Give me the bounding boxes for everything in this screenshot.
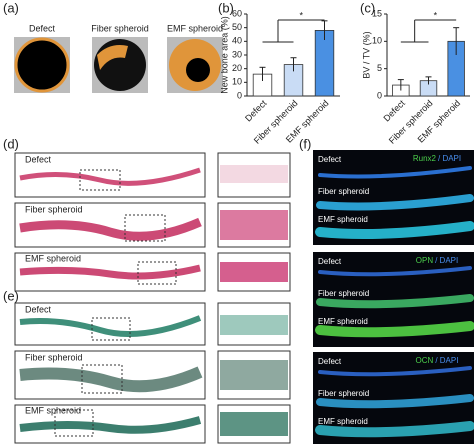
y-tick-label: 40 [232, 36, 242, 46]
panel-label: (c) [360, 0, 375, 15]
row-label: EMF spheroid [25, 253, 81, 263]
stain-label: Runx2/ DAPI [413, 154, 461, 163]
row-label: Fiber spheroid [318, 389, 369, 398]
ct-images [14, 37, 223, 93]
group-label: Defect [29, 23, 56, 33]
row-label: Defect [25, 304, 52, 314]
x-tick-label: Defect [381, 98, 407, 124]
y-axis-label: BV / TV (%) [361, 31, 371, 78]
y-axis-label: New bone area (%) [219, 16, 229, 94]
x-tick-label: Defect [243, 98, 269, 124]
group-label: EMF spheroid [167, 23, 223, 33]
row-label: Fiber spheroid [318, 187, 369, 196]
bar [314, 29, 335, 97]
panel-label: (d) [3, 136, 19, 151]
row-label: Defect [318, 257, 342, 266]
y-tick-label: 15 [372, 8, 382, 18]
panel-label: (e) [3, 288, 19, 303]
y-tick-label: 10 [232, 77, 242, 87]
y-tick-label: 0 [237, 90, 242, 100]
y-tick-label: 20 [232, 63, 242, 73]
charts: (b)New bone area (%)0102030405060DefectF… [218, 0, 470, 146]
y-tick-label: 0 [377, 90, 382, 100]
stain-name: Runx2 [413, 154, 437, 163]
row-label: Defect [25, 154, 52, 164]
stain-label: OPN / DAPI [416, 256, 458, 265]
row-label: EMF spheroid [25, 405, 81, 415]
row-label: EMF spheroid [318, 317, 368, 326]
y-tick-label: 60 [232, 8, 242, 18]
y-tick-label: 30 [232, 49, 242, 59]
row-label: Defect [318, 155, 342, 164]
counter-stain: / DAPI [435, 356, 458, 365]
if-images [313, 150, 474, 444]
row-label: Fiber spheroid [25, 204, 83, 214]
counter-stain: / DAPI [435, 256, 458, 265]
group-label: Fiber spheroid [91, 23, 149, 33]
panel-label: (a) [3, 0, 19, 15]
row-label: Fiber spheroid [25, 352, 83, 362]
he-images [14, 152, 291, 292]
panel-label: (f) [299, 136, 311, 151]
stain-name: OPN [416, 256, 434, 265]
mt-images [14, 302, 291, 444]
panel-label: (b) [218, 0, 234, 15]
row-label: EMF spheroid [318, 417, 368, 426]
y-tick-label: 10 [372, 36, 382, 46]
counter-stain: / DAPI [438, 154, 461, 163]
y-tick-label: 50 [232, 22, 242, 32]
sig-star: * [299, 10, 303, 20]
row-label: Fiber spheroid [318, 289, 369, 298]
stain-label: OCN / DAPI [416, 356, 459, 365]
stain-name: OCN [416, 356, 434, 365]
y-tick-label: 5 [377, 63, 382, 73]
row-label: EMF spheroid [318, 215, 368, 224]
row-label: Defect [318, 357, 342, 366]
sig-star: * [434, 10, 438, 20]
